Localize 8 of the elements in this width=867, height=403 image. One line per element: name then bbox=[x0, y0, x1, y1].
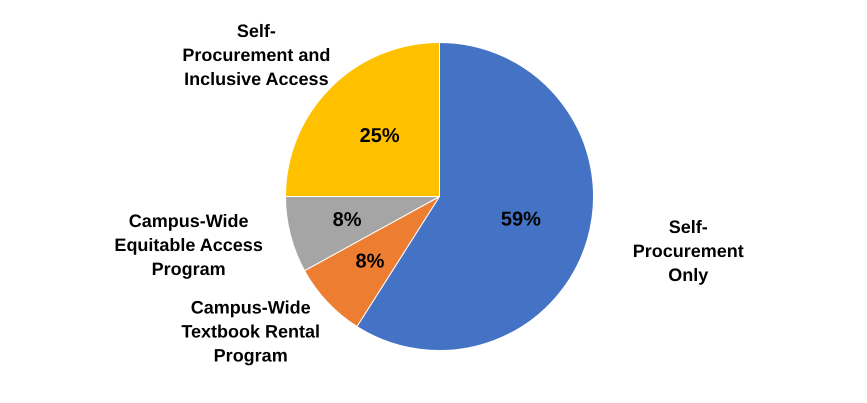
data-label: 25% bbox=[360, 125, 400, 148]
slice-label: Self-Procurement and Inclusive Access bbox=[182, 20, 330, 89]
data-label: 59% bbox=[500, 208, 542, 231]
slice-label: Self-Procurement Only bbox=[632, 216, 744, 285]
data-label: 8% bbox=[355, 250, 385, 272]
slice-label: Campus-Wide Textbook Rental Program bbox=[181, 298, 320, 366]
slice-label: Campus-Wide Equitable Access Program bbox=[114, 210, 263, 279]
data-label: 8% bbox=[332, 208, 362, 231]
